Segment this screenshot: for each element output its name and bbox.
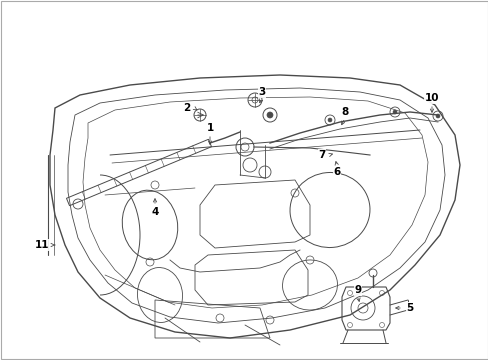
Text: 10: 10	[424, 93, 438, 103]
Text: 11: 11	[35, 240, 49, 250]
Text: 6: 6	[333, 167, 340, 177]
Circle shape	[327, 118, 331, 122]
Text: 5: 5	[406, 303, 413, 313]
Text: 9: 9	[354, 285, 361, 295]
Circle shape	[266, 112, 272, 118]
Text: 1: 1	[206, 123, 213, 133]
Text: 4: 4	[151, 207, 159, 217]
Text: 2: 2	[183, 103, 190, 113]
Circle shape	[392, 110, 396, 114]
Circle shape	[435, 114, 439, 118]
Text: 3: 3	[258, 87, 265, 97]
Text: 7: 7	[318, 150, 325, 160]
Text: 8: 8	[341, 107, 348, 117]
